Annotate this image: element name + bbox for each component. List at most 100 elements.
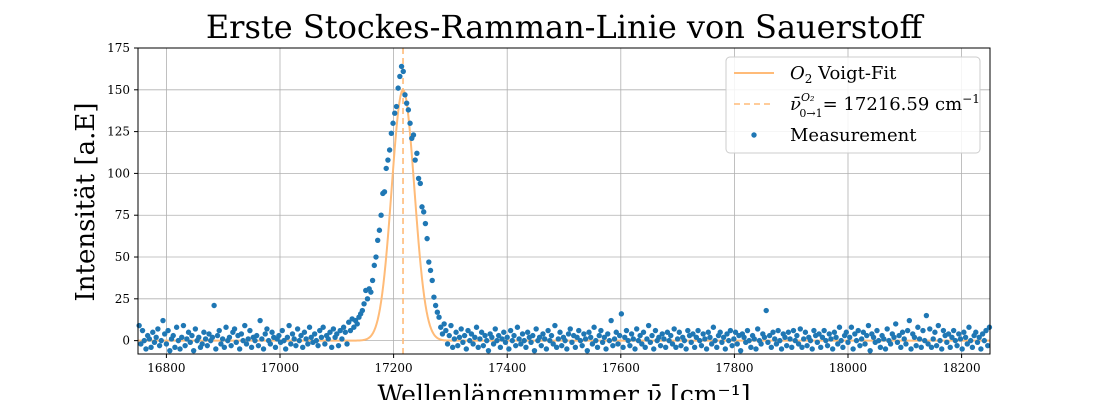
measurement-point bbox=[855, 327, 861, 334]
measurement-point bbox=[770, 329, 776, 335]
measurement-point bbox=[835, 341, 841, 347]
measurement-point bbox=[555, 336, 562, 342]
measurement-point bbox=[906, 317, 913, 324]
measurement-point bbox=[589, 341, 596, 347]
x-tick-label: 18200 bbox=[943, 361, 981, 375]
measurement-point bbox=[311, 331, 318, 337]
measurement-point bbox=[182, 342, 188, 349]
measurement-point bbox=[645, 322, 652, 329]
x-tick-label: 17800 bbox=[715, 361, 753, 375]
measurement-point bbox=[915, 324, 921, 330]
measurement-point bbox=[196, 334, 202, 340]
measurement-point bbox=[751, 336, 757, 342]
measurement-point bbox=[202, 336, 209, 342]
measurement-point bbox=[214, 332, 221, 339]
measurement-point bbox=[402, 92, 408, 98]
measurement-point bbox=[981, 337, 988, 344]
measurement-point bbox=[139, 327, 146, 334]
measurement-point bbox=[983, 327, 989, 334]
measurement-point bbox=[415, 175, 422, 182]
measurement-point bbox=[475, 344, 481, 351]
legend: O2 Voigt-Fit ν̄O₂ 0→1= 17216.59 cm−1 Meas… bbox=[725, 56, 981, 154]
measurement-point bbox=[506, 346, 512, 352]
x-axis-ticks: 16800 17000 17200 17400 17600 17800 18000 18200 bbox=[147, 354, 981, 375]
measurement-point bbox=[245, 336, 251, 342]
plot-frame bbox=[137, 47, 991, 355]
measurement-point bbox=[262, 331, 268, 337]
measurement-point bbox=[468, 331, 475, 337]
measurement-point bbox=[170, 332, 176, 339]
legend-line-sub: 0→1 bbox=[799, 107, 822, 120]
measurement-point bbox=[630, 336, 636, 342]
measurement-point bbox=[419, 204, 425, 210]
measurement-point bbox=[840, 344, 846, 351]
measurement-point bbox=[228, 342, 234, 349]
measurement-point bbox=[933, 342, 940, 349]
measurement-point bbox=[867, 347, 873, 354]
measurement-point bbox=[335, 342, 342, 349]
measurement-point bbox=[216, 327, 222, 334]
measurement-point bbox=[956, 331, 962, 337]
x-tick-label: 17200 bbox=[375, 361, 413, 375]
measurement-point bbox=[754, 326, 761, 332]
measurement-point bbox=[697, 337, 703, 344]
y-tick-label: 125 bbox=[107, 125, 130, 139]
measurement-point bbox=[190, 347, 197, 354]
measurement-point bbox=[441, 321, 447, 327]
measurement-point bbox=[795, 341, 802, 347]
measurement-point bbox=[916, 336, 923, 342]
measurement-point bbox=[852, 331, 858, 337]
measurement-point bbox=[673, 344, 679, 351]
measurement-point bbox=[957, 336, 964, 342]
measurement-point bbox=[887, 341, 894, 347]
measurement-point bbox=[901, 336, 907, 342]
measurement-point bbox=[688, 339, 694, 345]
measurement-point bbox=[530, 332, 536, 339]
measurement-point bbox=[427, 267, 434, 274]
measurement-point bbox=[758, 341, 764, 347]
chart-title: Erste Stockes-Ramman-Linie von Sauerstof… bbox=[206, 8, 925, 46]
measurement-point bbox=[543, 346, 550, 352]
measurement-point bbox=[218, 341, 224, 347]
measurement-point bbox=[301, 329, 308, 335]
measurement-point bbox=[254, 332, 260, 339]
measurement-point bbox=[392, 110, 398, 116]
measurement-point bbox=[973, 329, 979, 335]
legend-fit-main: O bbox=[790, 63, 805, 84]
measurement-point bbox=[627, 342, 633, 349]
measurement-point bbox=[939, 346, 945, 352]
measurement-point bbox=[833, 334, 839, 340]
measurement-point bbox=[724, 331, 730, 337]
measurement-point bbox=[209, 334, 216, 340]
measurement-point bbox=[789, 344, 795, 351]
measurement-point bbox=[826, 331, 832, 337]
measurement-point bbox=[577, 337, 584, 344]
measurement-point bbox=[753, 346, 759, 352]
measurement-point bbox=[623, 327, 630, 334]
measurement-point bbox=[729, 342, 735, 349]
measurement-point bbox=[831, 329, 838, 335]
measurement-point bbox=[417, 180, 423, 187]
measurement-point bbox=[524, 329, 531, 335]
measurement-point bbox=[766, 332, 773, 339]
measurement-point bbox=[651, 346, 657, 352]
measurement-point bbox=[908, 346, 914, 352]
measurement-point bbox=[937, 337, 943, 344]
measurement-point bbox=[449, 344, 456, 351]
measurement-point bbox=[669, 341, 676, 347]
measurement-point bbox=[668, 332, 674, 339]
measurement-point bbox=[296, 337, 303, 344]
measurement-point bbox=[373, 254, 379, 260]
measurement-point bbox=[710, 324, 717, 330]
measurement-point bbox=[847, 334, 853, 340]
measurement-point bbox=[375, 237, 381, 243]
measurement-point bbox=[431, 294, 437, 300]
measurement-point bbox=[467, 337, 473, 344]
measurement-point bbox=[778, 346, 785, 352]
measurement-point bbox=[720, 334, 727, 340]
measurement-point bbox=[514, 324, 521, 330]
measurement-point bbox=[944, 339, 950, 345]
measurement-point bbox=[559, 342, 565, 349]
measurement-point bbox=[550, 341, 556, 347]
measurement-point bbox=[478, 329, 485, 335]
